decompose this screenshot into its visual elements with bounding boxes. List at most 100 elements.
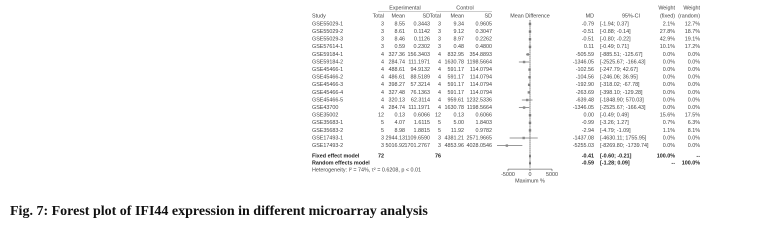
cell-text: 3	[438, 21, 441, 27]
study-label: GSE35683-2	[312, 128, 343, 134]
md-label: -0.99	[582, 120, 594, 126]
cell-text: 832.95	[448, 52, 465, 58]
study-label: GSE17493-2	[312, 143, 343, 149]
cell-text: 1198.5664	[467, 105, 492, 111]
cell-text: 0.6066	[476, 113, 493, 119]
page: {"chart_data": { "type": "forest", "head…	[10, 5, 701, 220]
column-header: MD	[586, 13, 594, 19]
study-label: GSE59184-1	[312, 52, 343, 58]
cell-text: 327.48	[389, 90, 406, 96]
heterogeneity: Heterogeneity: I² = 74%, τ² = 0.6208, p …	[312, 168, 421, 174]
ci-label: [-0.49; 0.49]	[600, 113, 629, 119]
md-label: -5255.03	[573, 143, 594, 149]
study-label: GSE35002	[312, 113, 338, 119]
cell-text: 5016.92	[386, 143, 406, 149]
cell-text: 111.1971	[408, 105, 430, 111]
column-header: 95%-CI	[622, 13, 640, 19]
weight-label: 0.0%	[688, 143, 700, 149]
weight-label: 6.3%	[688, 120, 700, 126]
effect-square	[527, 83, 531, 86]
cell-text: 591.17	[448, 90, 465, 96]
figure: Fig. 7: Forest plot of IFI44 expression …	[10, 5, 700, 219]
x-tick-label: -5000	[501, 172, 515, 178]
cell-text: 114.0794	[470, 90, 492, 96]
md-label: -0.41	[582, 154, 594, 160]
weight-label: --	[671, 161, 675, 167]
model-label: Fixed effect model	[312, 154, 360, 160]
column-header: SD	[485, 13, 493, 19]
study-label: GSE17493-1	[312, 135, 343, 141]
md-label: -0.51	[582, 37, 594, 43]
x-tick-label: 5000	[546, 172, 558, 178]
study-label: GSE45466-3	[312, 82, 343, 88]
md-label: -102.56	[576, 67, 594, 73]
cell-text: 4028.0546	[467, 143, 492, 149]
md-label: -104.56	[576, 75, 594, 81]
weight-label: 10.1%	[660, 44, 675, 50]
study-label: GSE45466-2	[312, 75, 343, 81]
cell-text: 4	[381, 75, 384, 81]
cell-text: 4.07	[395, 120, 406, 126]
cell-text: 1198.5664	[467, 59, 492, 65]
cell-text: 11.92	[451, 128, 464, 134]
cell-text: 0.6066	[414, 113, 431, 119]
weight-label: 0.0%	[663, 90, 675, 96]
weight-label: 27.8%	[660, 29, 675, 35]
md-label: -0.79	[582, 21, 594, 27]
column-header: Total	[373, 13, 384, 19]
cell-text: 1701.2767	[405, 143, 430, 149]
study-label: GSE43700	[312, 105, 338, 111]
md-label: -192.90	[576, 82, 594, 88]
ci-label: [-398.10; -129.28]	[600, 90, 643, 96]
weight-label: 0.7%	[663, 120, 675, 126]
cell-text: 156.3403	[408, 52, 430, 58]
ci-label: [-4.79; -1.09]	[600, 128, 631, 134]
column-header: Mean Difference	[510, 13, 549, 19]
cell-text: 284.74	[389, 59, 406, 65]
effect-square	[526, 53, 529, 56]
weight-label: 0.0%	[688, 52, 700, 58]
cell-text: 0.4800	[476, 44, 493, 50]
model-label: Random effects model	[312, 161, 370, 167]
cell-text: 4	[381, 59, 384, 65]
cell-text: 8.55	[395, 21, 406, 27]
effect-square	[528, 76, 531, 79]
cell-text: 0.1142	[414, 29, 430, 35]
cell-text: 4	[438, 105, 441, 111]
md-label: -505.59	[576, 52, 594, 58]
cell-text: 8.98	[395, 128, 406, 134]
cell-text: 3	[381, 44, 384, 50]
cell-text: 5	[381, 128, 384, 134]
weight-label: 0.0%	[688, 90, 700, 96]
cell-text: 4	[438, 59, 441, 65]
ci-label: [-1.94; 0.37]	[600, 21, 629, 27]
cell-text: 4	[381, 67, 384, 73]
cell-text: 57.3214	[411, 82, 431, 88]
effect-square	[525, 98, 529, 102]
cell-text: 76	[435, 154, 441, 160]
ci-label: [-885.51; -125.67]	[600, 52, 643, 58]
cell-text: 9.34	[454, 21, 465, 27]
weight-label: 12.7%	[685, 21, 700, 27]
cell-text: 12	[435, 113, 441, 119]
cell-text: 4	[438, 67, 441, 73]
cell-text: 3	[438, 29, 441, 35]
cell-text: 114.0794	[470, 67, 492, 73]
column-header: Total	[430, 13, 441, 19]
md-label: -1437.08	[573, 135, 594, 141]
cell-text: 1109.6590	[405, 135, 430, 141]
column-header: (random)	[678, 13, 700, 19]
md-label: -2.94	[582, 128, 594, 134]
cell-text: 114.0794	[470, 82, 492, 88]
md-label: -1346.05	[573, 105, 594, 111]
md-label: -1346.05	[573, 59, 594, 65]
ci-label: [-0.49; 0.71]	[600, 44, 629, 50]
ci-label: [-1.28; 0.09]	[600, 161, 630, 167]
cell-text: 0.2262	[476, 37, 493, 43]
effect-square	[522, 136, 525, 140]
study-label: GSE57614-1	[312, 44, 343, 50]
weight-label: 0.0%	[663, 135, 675, 141]
cell-text: 2571.9665	[467, 135, 492, 141]
cell-text: 8.61	[395, 29, 406, 35]
column-header: Weight	[658, 5, 675, 11]
